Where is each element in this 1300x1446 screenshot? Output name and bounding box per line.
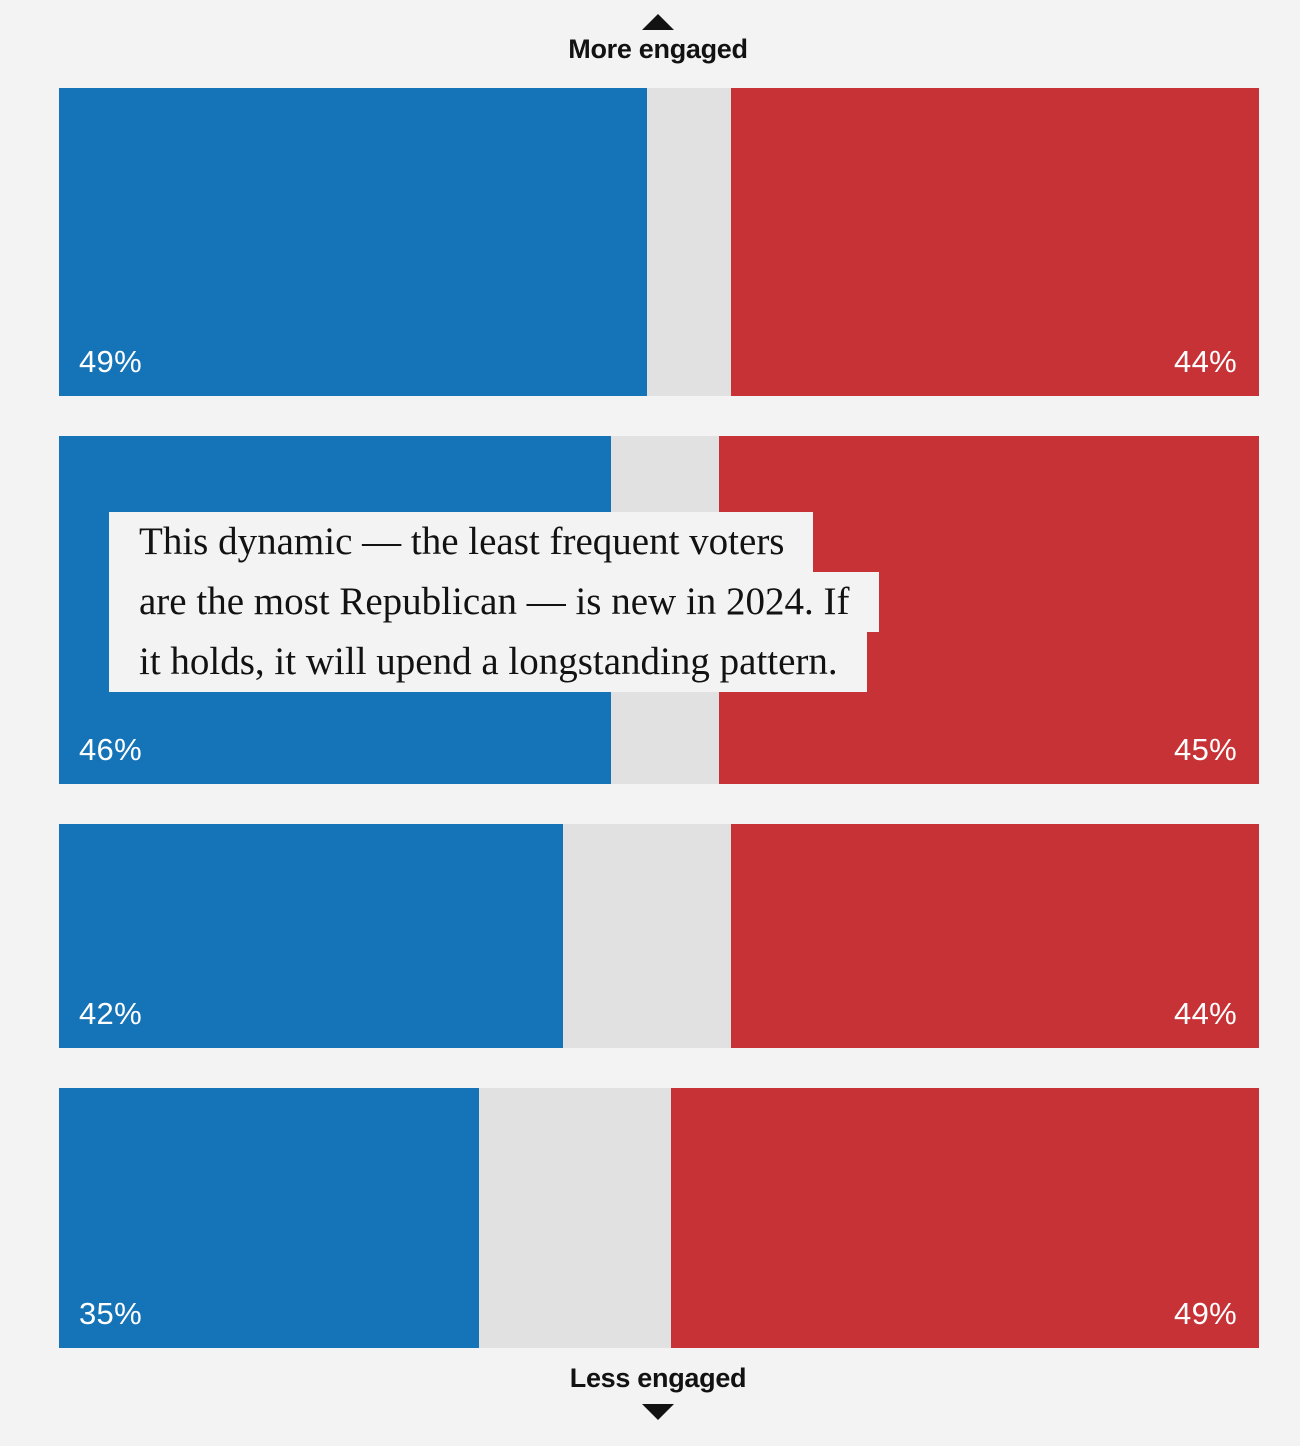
bar-dem-4 (59, 1088, 479, 1348)
dem-value-label-1: 49% (79, 344, 142, 379)
bar-row-1: 49% 44% (59, 88, 1259, 396)
up-arrow-icon (642, 14, 674, 30)
rep-value-label-4: 49% (1174, 1296, 1237, 1331)
dem-value-label-3: 42% (79, 996, 142, 1031)
bar-rep-1 (731, 88, 1259, 396)
bar-rep-3 (731, 824, 1259, 1048)
bar-row-3: 42% 44% (59, 824, 1259, 1048)
bar-rep-4 (671, 1088, 1259, 1348)
bottom-axis-label: Less engaged (569, 1363, 747, 1393)
down-arrow-icon (642, 1404, 674, 1420)
top-axis-label: More engaged (568, 34, 748, 64)
dem-value-label-4: 35% (79, 1296, 142, 1331)
chart-annotation: This dynamic — the least frequent voters… (109, 512, 879, 692)
bar-dem-3 (59, 824, 563, 1048)
bar-dem-1 (59, 88, 647, 396)
annotation-line-2: are the most Republican — is new in 2024… (109, 572, 879, 632)
rep-value-label-2: 45% (1174, 732, 1237, 767)
bar-row-4: 35% 49% (59, 1088, 1259, 1348)
dem-value-label-2: 46% (79, 732, 142, 767)
annotation-line-3: it holds, it will upend a longstanding p… (109, 632, 867, 692)
annotation-line-1: This dynamic — the least frequent voters (109, 512, 814, 572)
rep-value-label-1: 44% (1174, 344, 1237, 379)
rep-value-label-3: 44% (1174, 996, 1237, 1031)
